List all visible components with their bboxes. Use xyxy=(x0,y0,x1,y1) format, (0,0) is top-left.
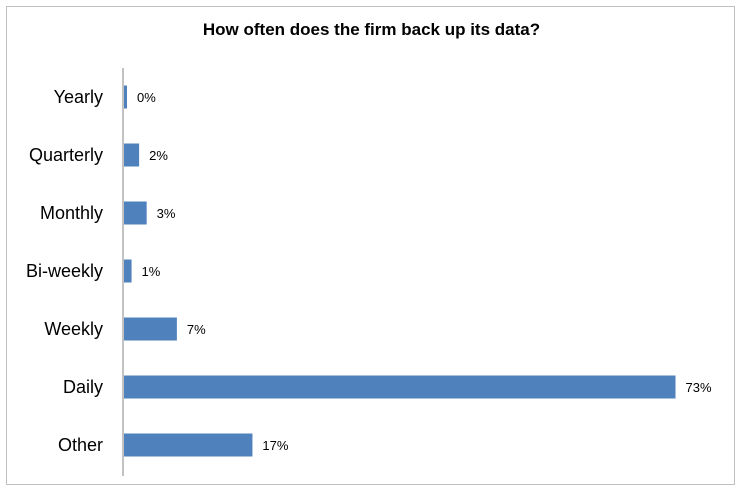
category-label-bi-weekly: Bi-weekly xyxy=(26,261,103,281)
category-label-weekly: Weekly xyxy=(44,319,103,339)
data-label-daily: 73% xyxy=(686,380,712,395)
data-label-other: 17% xyxy=(262,438,288,453)
chart-title: How often does the firm back up its data… xyxy=(202,20,541,39)
data-label-quarterly: 2% xyxy=(149,148,168,163)
data-label-yearly: 0% xyxy=(137,90,156,105)
chart-frame xyxy=(6,6,735,485)
bar-bi-weekly xyxy=(124,259,132,283)
category-labels-group: Yearly Quarterly Monthly Bi-weekly Weekly Dai… xyxy=(26,87,103,455)
category-label-yearly: Yearly xyxy=(54,87,103,107)
category-label-daily: Daily xyxy=(63,377,103,397)
bars-group xyxy=(124,85,676,457)
bar-other xyxy=(124,433,253,457)
data-label-weekly: 7% xyxy=(187,322,206,337)
data-label-bi-weekly: 1% xyxy=(142,264,161,279)
data-label-monthly: 3% xyxy=(157,206,176,221)
data-labels-group: 0% 2% 3% 1% 7% 73% 17% xyxy=(137,90,712,453)
category-label-other: Other xyxy=(58,435,103,455)
category-label-quarterly: Quarterly xyxy=(29,145,103,165)
bar-daily xyxy=(124,375,676,399)
bar-yearly xyxy=(124,85,127,109)
bar-quarterly xyxy=(124,143,140,167)
bar-weekly xyxy=(124,317,177,341)
category-label-monthly: Monthly xyxy=(40,203,103,223)
bar-monthly xyxy=(124,201,147,225)
